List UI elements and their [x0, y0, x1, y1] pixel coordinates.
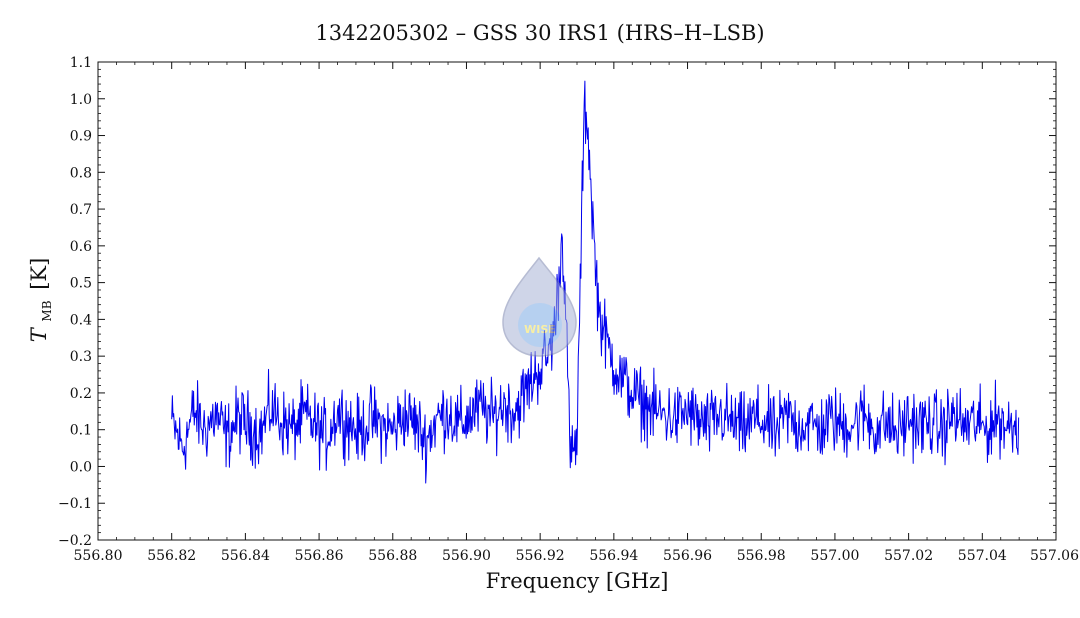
y-tick-label: 1.0	[70, 92, 92, 108]
x-axis-label: Frequency [GHz]	[486, 569, 669, 593]
watermark-text: WISE	[524, 323, 556, 336]
y-tick-label: 1.1	[70, 55, 92, 71]
chart-title: 1342205302 – GSS 30 IRS1 (HRS–H–LSB)	[315, 21, 764, 45]
y-label-main: T	[27, 326, 51, 342]
x-tick-label: 556.98	[737, 548, 786, 564]
x-tick-label: 556.88	[368, 548, 417, 564]
x-tick-label: 556.80	[74, 548, 123, 564]
x-tick-label: 556.96	[663, 548, 712, 564]
y-label-sub: MB	[40, 300, 54, 321]
y-tick-label: 0.4	[70, 312, 92, 328]
y-tick-label: 0.7	[70, 202, 92, 218]
spectrum-series	[171, 80, 1020, 484]
y-axis-ticks: −0.2 −0.1 0.0 0.1 0.2 0.3 0.4 0.5 0.6 0.7 0.8 0.9 1.…	[58, 55, 1056, 549]
spectrum-line	[171, 80, 1020, 484]
x-tick-label: 556.90	[442, 548, 491, 564]
y-tick-label: 0.9	[70, 129, 92, 145]
x-tick-label: 556.84	[221, 548, 270, 564]
x-tick-label: 557.04	[958, 548, 1007, 564]
x-tick-label: 557.06	[1030, 548, 1079, 564]
x-tick-label: 556.82	[147, 548, 196, 564]
svg-text:T MB [K]: T MB [K]	[27, 258, 56, 343]
x-tick-label: 556.92	[516, 548, 565, 564]
y-tick-label: 0.2	[70, 386, 92, 402]
y-tick-label: 0.6	[70, 239, 92, 255]
x-tick-label: 557.02	[884, 548, 933, 564]
y-label-unit: [K]	[27, 258, 51, 290]
y-tick-label: 0.1	[70, 423, 92, 439]
y-tick-label: 0.3	[70, 349, 92, 365]
y-tick-label: 0.8	[70, 165, 92, 181]
y-tick-label: 0.5	[70, 276, 92, 292]
x-tick-label: 556.86	[295, 548, 344, 564]
x-tick-label: 557.00	[810, 548, 859, 564]
plot-frame	[97, 61, 1057, 541]
x-axis-ticks: 556.80 556.82 556.84 556.86 556.88 556.90 556.…	[74, 62, 1079, 564]
x-tick-label: 556.94	[589, 548, 638, 564]
wise-droplet-logo-icon: WISE	[502, 256, 577, 357]
y-axis-label: T MB [K]	[27, 258, 56, 343]
y-tick-label: −0.1	[58, 496, 92, 512]
y-tick-label: 0.0	[70, 459, 92, 475]
y-tick-label: −0.2	[58, 533, 92, 549]
